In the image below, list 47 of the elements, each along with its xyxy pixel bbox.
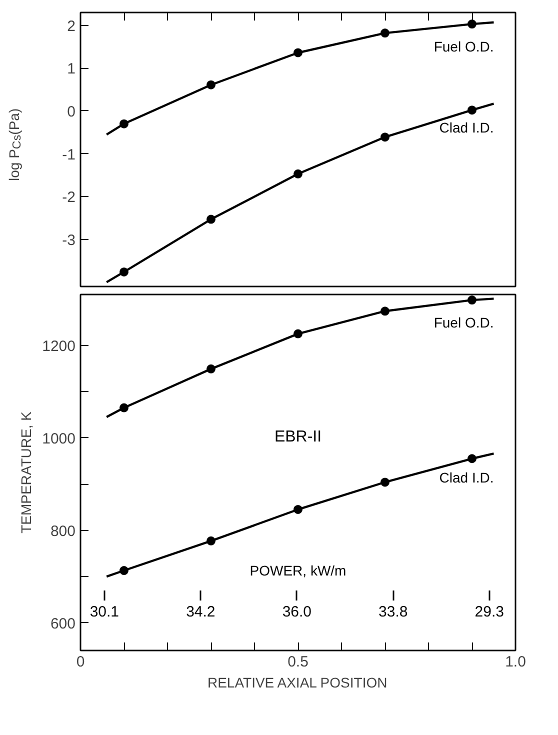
point xyxy=(120,403,128,412)
y-tick-label: 1 xyxy=(67,60,76,78)
x-tick-label: 0.5 xyxy=(288,654,308,670)
point xyxy=(294,169,302,178)
point xyxy=(294,48,302,58)
y-tick-label: 2 xyxy=(67,18,76,35)
point xyxy=(120,267,128,276)
point xyxy=(468,20,476,29)
y-tick-label: 1200 xyxy=(42,338,76,355)
annotation: POWER, kW/m xyxy=(250,562,346,578)
point xyxy=(294,329,302,338)
annotation: 30.1 xyxy=(90,604,120,621)
point xyxy=(206,214,216,224)
point xyxy=(468,296,476,305)
point xyxy=(294,504,302,514)
point xyxy=(206,80,216,90)
series-label: Clad I.D. xyxy=(439,120,494,136)
x-axis-title: RELATIVE AXIAL POSITION xyxy=(207,674,388,690)
y-tick-label: -3 xyxy=(62,232,76,249)
series-label: Fuel O.D. xyxy=(434,38,494,54)
point xyxy=(206,364,216,374)
point xyxy=(206,536,216,546)
y-tick-label: -2 xyxy=(62,189,76,206)
x-tick-label: 1.0 xyxy=(505,654,526,670)
point xyxy=(380,306,390,316)
series-label: Fuel O.D. xyxy=(434,314,494,331)
y-tick-label: -1 xyxy=(62,146,76,164)
y-tick-label: 800 xyxy=(50,522,76,540)
y-tick-label: 0 xyxy=(67,103,76,120)
y-tick-label: 1000 xyxy=(42,430,76,448)
y-tick-label: 600 xyxy=(50,615,76,632)
point xyxy=(468,106,476,115)
point xyxy=(380,478,390,487)
point xyxy=(468,454,476,464)
line-series xyxy=(106,452,495,578)
annotation: EBR-II xyxy=(274,428,322,446)
y-axis-title: TEMPERATURE, K xyxy=(18,410,34,534)
point xyxy=(120,566,128,576)
annotation: 33.8 xyxy=(378,604,408,621)
point xyxy=(380,132,390,142)
line-series xyxy=(106,102,495,284)
series-label: Clad I.D. xyxy=(439,470,494,486)
annotation: 29.3 xyxy=(474,604,504,621)
point xyxy=(380,28,390,38)
annotation: 36.0 xyxy=(282,604,312,621)
annotation: 34.2 xyxy=(186,604,216,621)
point xyxy=(120,119,128,128)
